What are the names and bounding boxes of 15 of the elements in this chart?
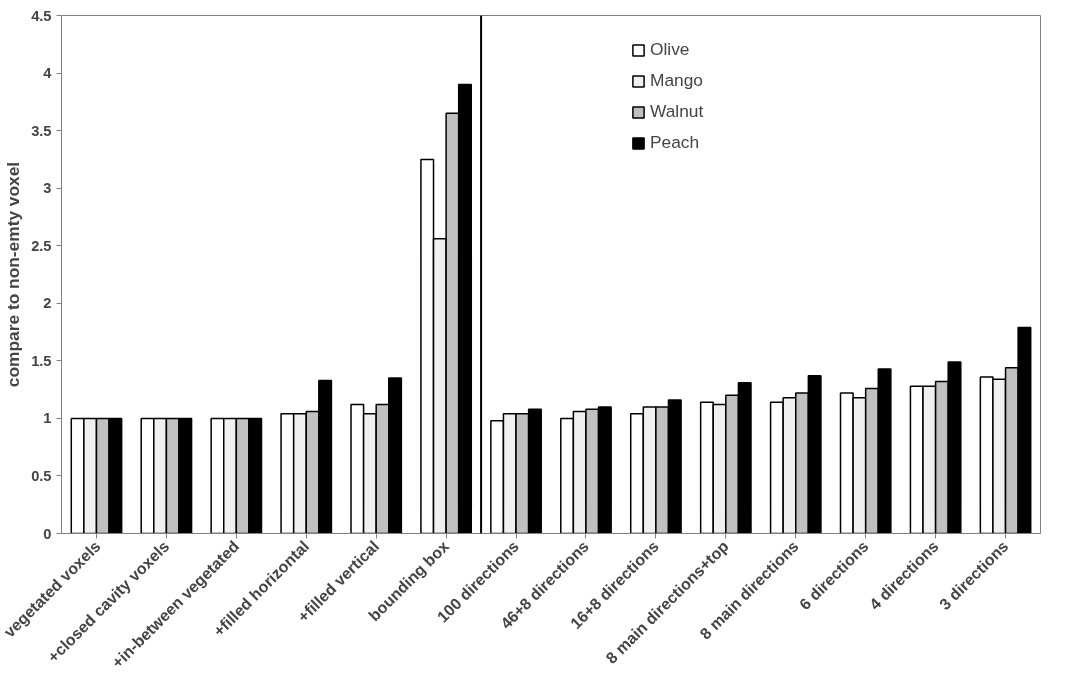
y-axis-title: compare to non-emty voxel [3,161,24,388]
legend-label: Olive [650,39,690,60]
y-tick-label: 2.5 [31,237,52,254]
legend-label: Mango [650,70,703,91]
y-tick-label: 3 [43,180,52,197]
y-tick-label: 0 [43,525,52,542]
y-tick-label: 0.5 [31,467,52,484]
y-tick-label: 1 [43,410,52,427]
y-tick-label: 2 [43,295,52,312]
y-tick-label: 1.5 [31,352,52,369]
legend-label: Walnut [650,101,704,122]
y-tick-label: 4 [43,65,53,82]
y-tick-label: 4.5 [31,7,52,24]
legend-label: Peach [650,132,700,153]
y-tick-label: 3.5 [31,122,52,139]
